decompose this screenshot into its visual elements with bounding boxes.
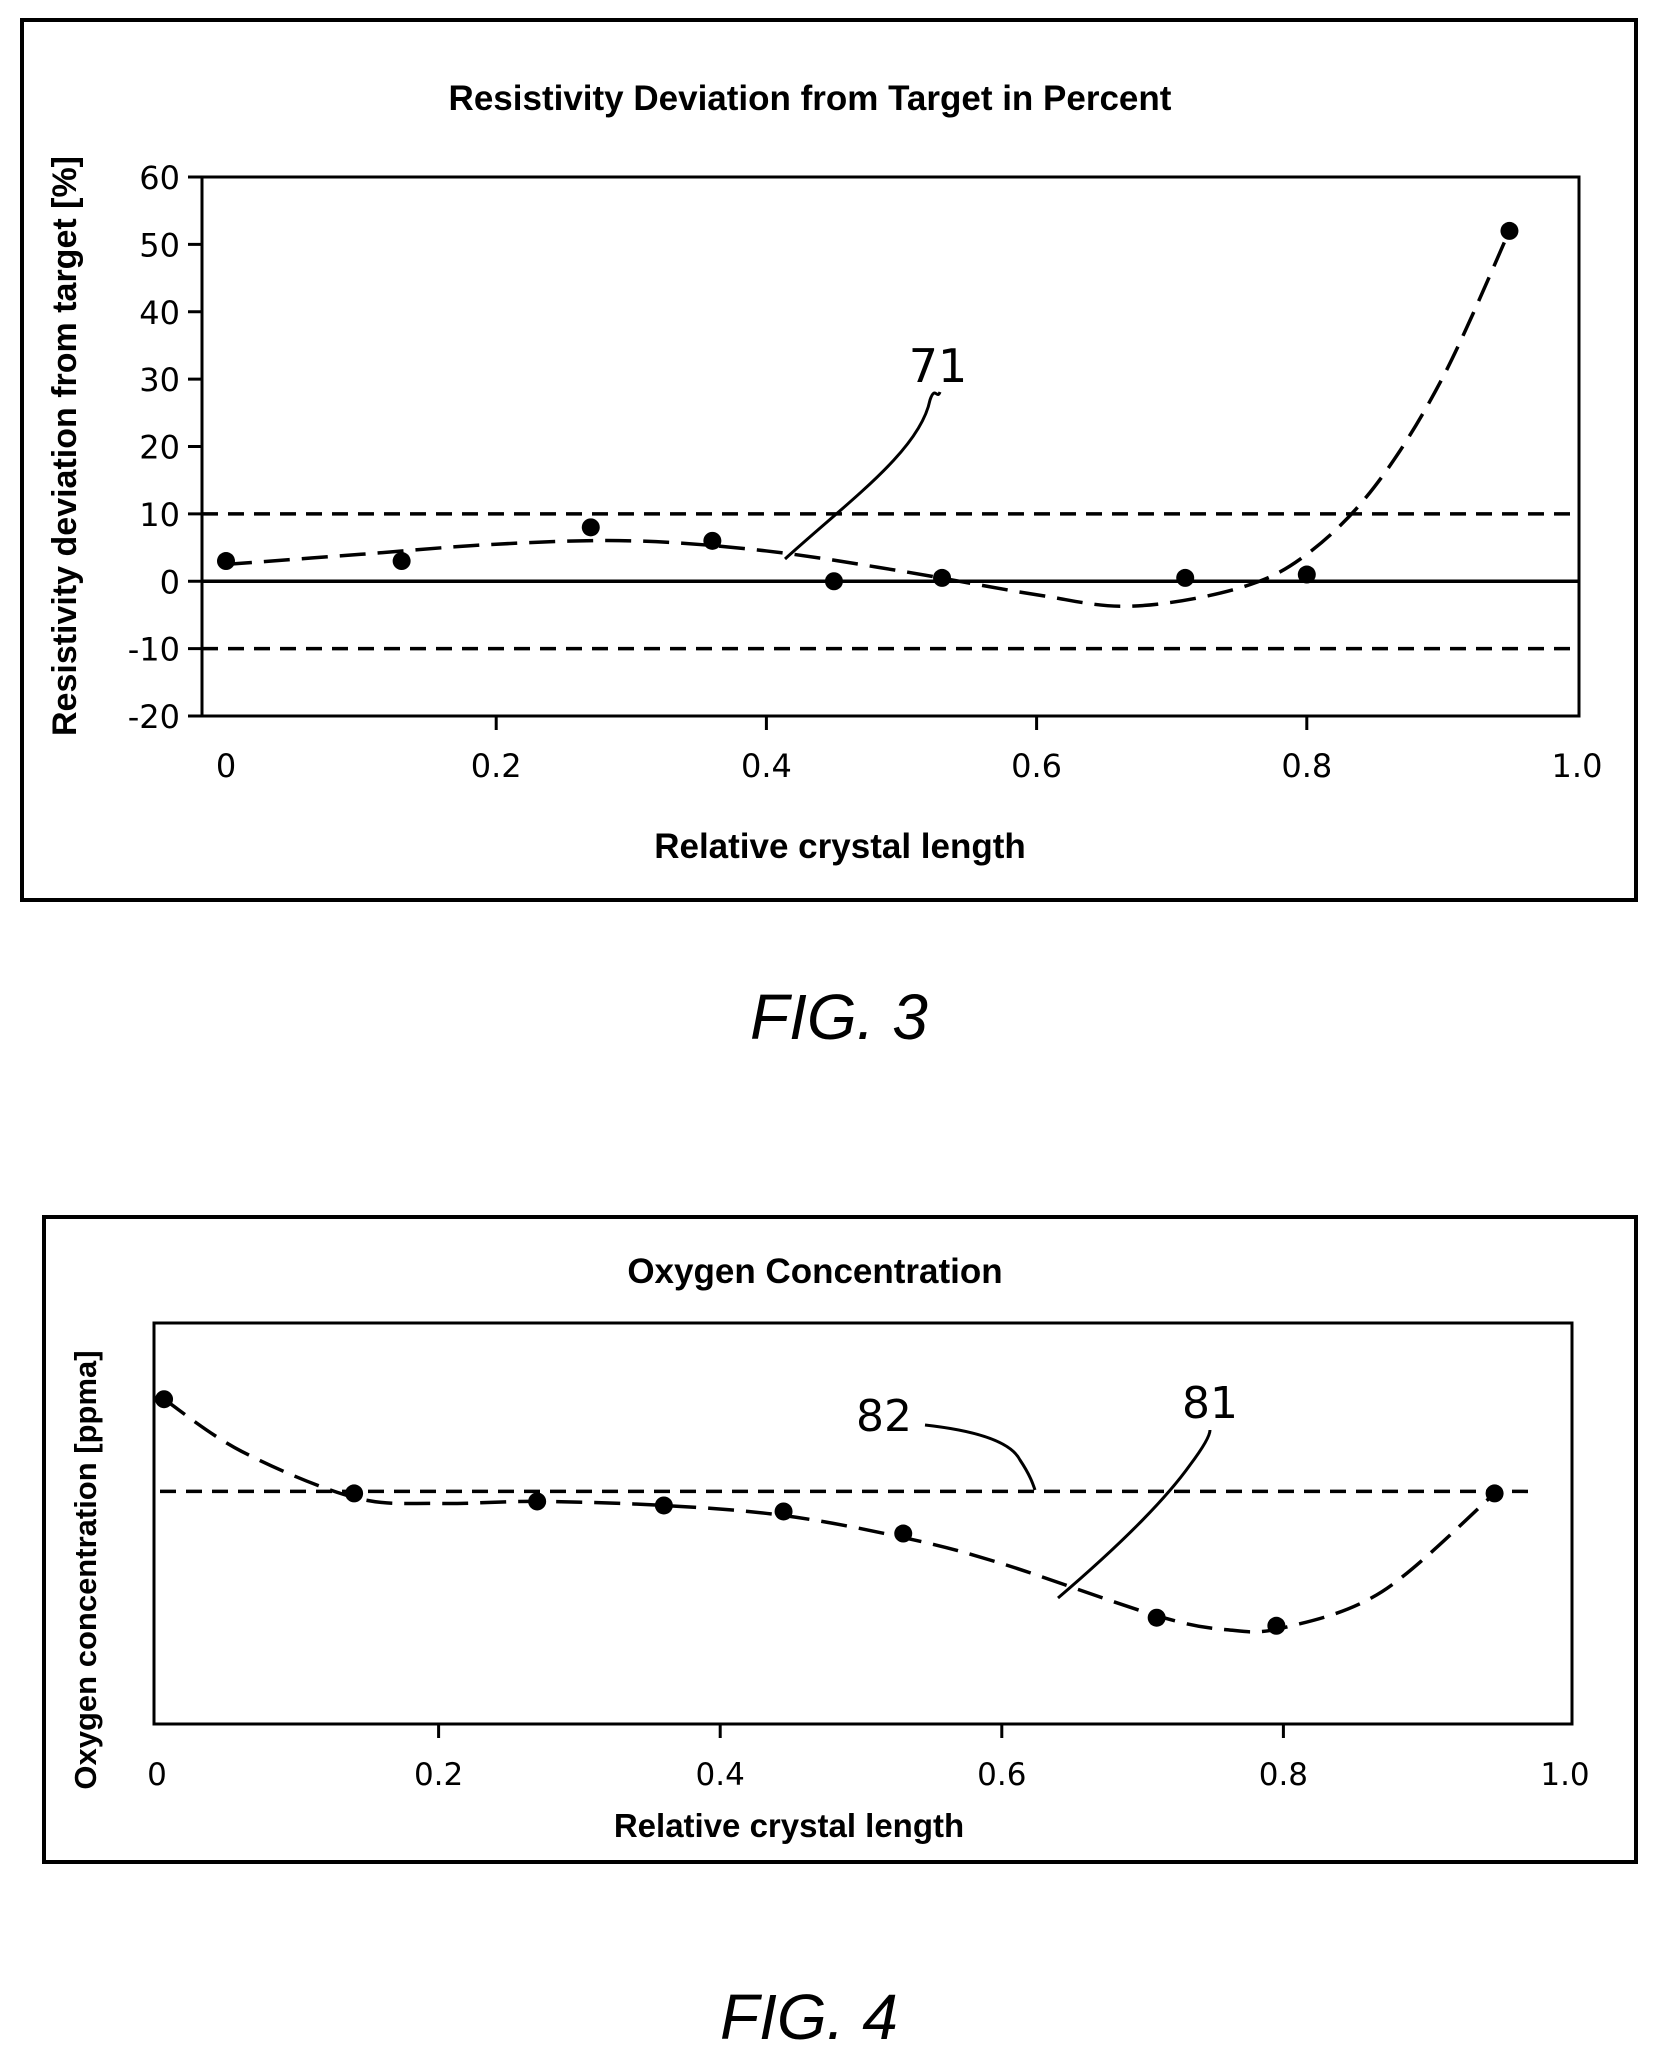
fig3-data-point [1500, 221, 1519, 240]
fig4-x-axis-label: Relative crystal length [614, 1807, 964, 1844]
fig3-x-tick-label: 1.0 [1552, 747, 1603, 785]
fig4-data-point [1267, 1616, 1286, 1635]
fig3-frame [20, 18, 1638, 902]
fig3-y-tick-label: 0 [160, 563, 180, 601]
fig3-x-axis-label: Relative crystal length [654, 827, 1026, 866]
fig3-annotation-label: 71 [909, 339, 968, 393]
fig4-data-point [654, 1496, 673, 1515]
fig3-y-tick-label: 30 [139, 361, 180, 399]
fig4-title: Oxygen Concentration [627, 1252, 1002, 1291]
fig4-x-tick-label: 0 [147, 1757, 167, 1793]
fig3-y-axis-label: Resistivity deviation from target [%] [46, 156, 84, 736]
fig3-data-point [1176, 568, 1195, 587]
fig3-caption: FIG. 3 [750, 981, 928, 1053]
fig3-data-point [217, 552, 235, 571]
resistivity-chart: Resistivity Deviation from Target in Per… [20, 18, 1638, 902]
fig4-annotation-81-leader [1057, 1429, 1212, 1600]
fig4-x-tick-label: 0.8 [1259, 1757, 1308, 1793]
fig3-x-tick-label: 0.8 [1281, 747, 1332, 785]
fig3-annotation-leader [783, 391, 942, 561]
fig3-y-tick-label: 10 [139, 496, 180, 534]
fig4-x-tick-label: 1.0 [1540, 1757, 1589, 1793]
fig4-data-point [774, 1502, 793, 1521]
fig3-x-tick-label: 0.6 [1011, 747, 1062, 785]
fig4-annotation-82-leader [924, 1423, 1037, 1491]
fig4-data-point [528, 1492, 547, 1511]
fig3-y-tick-label: -10 [128, 631, 180, 669]
fig4-plot-area [152, 1321, 1574, 1726]
fig4-x-tick-label: 0.6 [977, 1757, 1026, 1793]
fig4-data-point [1147, 1608, 1166, 1627]
fig3-data-point [824, 572, 843, 591]
fig4-frame [42, 1215, 1638, 1864]
oxygen-chart: Oxygen Concentration Oxygen concentratio… [42, 1215, 1638, 1864]
fig3-y-tick-label: -20 [128, 698, 180, 736]
fig4-data-point [894, 1524, 913, 1543]
fig4-x-tick-label: 0.4 [696, 1757, 745, 1793]
fig3-fit-curve [225, 230, 1512, 609]
fig3-data-point [581, 518, 600, 537]
fig3-title: Resistivity Deviation from Target in Per… [449, 79, 1172, 118]
fig3-y-tick-label: 20 [139, 429, 180, 467]
fig3-x-tick-label: 0 [216, 747, 236, 785]
fig3-x-tick-label: 0.4 [741, 747, 792, 785]
fig3-x-tick-label: 0.2 [471, 747, 522, 785]
fig4-y-axis-label: Oxygen concentration [ppma] [68, 1350, 103, 1789]
fig3-data-point [933, 568, 952, 587]
fig4-caption: FIG. 4 [720, 1981, 898, 2053]
fig4-data-point [345, 1484, 364, 1503]
fig3-y-tick-label: 60 [139, 159, 180, 197]
fig4-fit-curve [163, 1397, 1496, 1634]
fig3-data-point [1297, 565, 1316, 584]
fig4-x-tick-label: 0.2 [414, 1757, 463, 1793]
fig3-data-point [703, 531, 722, 550]
fig4-data-point [1485, 1484, 1504, 1503]
fig4-annotation-82-label: 82 [856, 1391, 912, 1442]
fig3-y-tick-label: 40 [139, 294, 180, 332]
fig4-data-point [155, 1390, 174, 1409]
fig3-y-tick-label: 50 [139, 226, 180, 264]
fig4-annotation-81-label: 81 [1182, 1378, 1238, 1429]
fig3-data-point [392, 552, 411, 571]
